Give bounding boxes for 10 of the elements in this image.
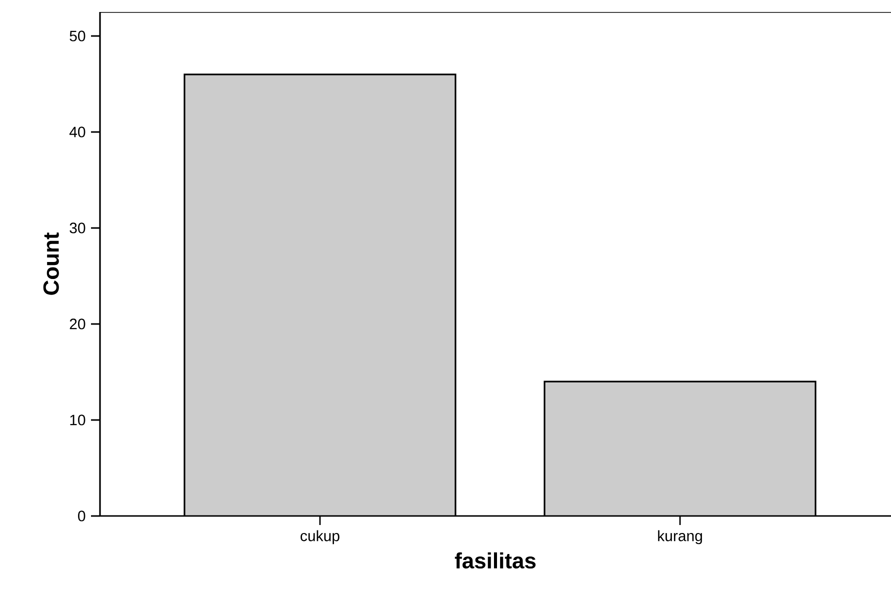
x-axis-title: fasilitas: [454, 552, 536, 569]
y-tick-label: 40: [69, 126, 86, 138]
x-tick-label: cukup: [300, 530, 340, 544]
y-tick-label: 20: [70, 318, 86, 330]
y-axis-title: Count: [43, 232, 59, 295]
y-tick-label: 10: [70, 414, 86, 426]
y-tick-label: 30: [70, 222, 86, 234]
y-tick-label: 50: [70, 30, 86, 42]
x-tick-label: kurang: [658, 530, 702, 544]
y-tick-label: 0: [78, 510, 86, 522]
